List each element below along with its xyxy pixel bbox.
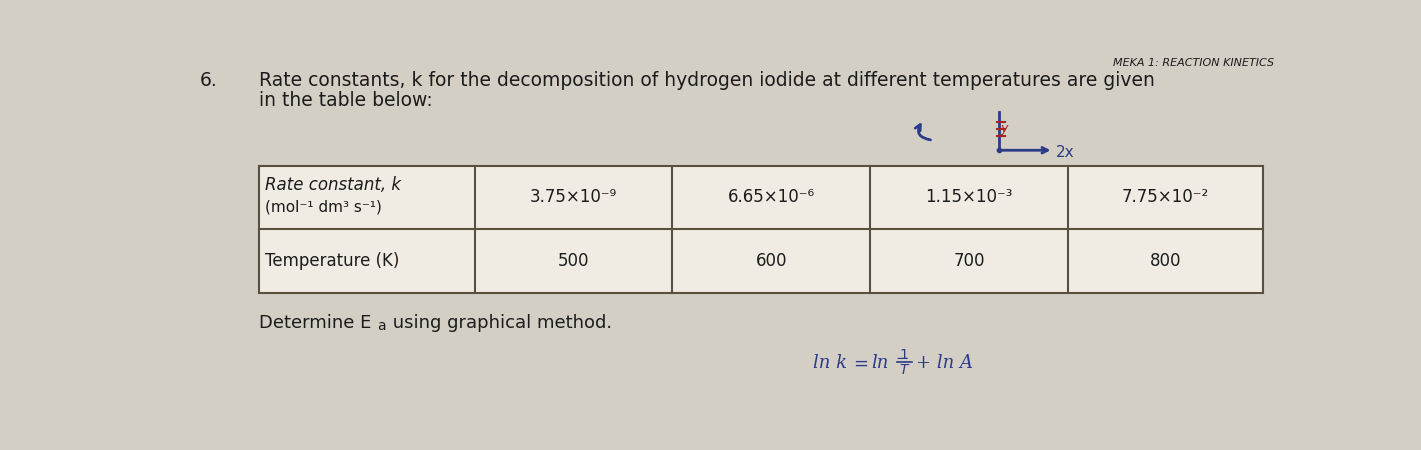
Text: Rate constants, k for the decomposition of hydrogen iodide at different temperat: Rate constants, k for the decomposition …	[259, 71, 1155, 90]
Text: + ln A: + ln A	[917, 354, 973, 372]
Text: =: =	[854, 354, 868, 372]
Text: Rate constant, k: Rate constant, k	[266, 176, 401, 194]
Text: in the table below:: in the table below:	[259, 91, 433, 110]
Text: Determine E: Determine E	[259, 314, 371, 332]
Text: −: −	[895, 351, 908, 366]
Text: a: a	[378, 319, 387, 333]
Text: 1.15×10⁻³: 1.15×10⁻³	[925, 189, 1013, 207]
Text: ln k: ln k	[813, 354, 847, 372]
Bar	[259, 166, 1263, 292]
Text: 7.75×10⁻²: 7.75×10⁻²	[1121, 189, 1209, 207]
Text: 6.: 6.	[199, 71, 217, 90]
Text: 600: 600	[756, 252, 787, 270]
Text: Temperature (K): Temperature (K)	[266, 252, 399, 270]
Text: ln: ln	[871, 354, 888, 372]
Text: (mol⁻¹ dm³ s⁻¹): (mol⁻¹ dm³ s⁻¹)	[266, 199, 382, 214]
Text: MEKA 1: REACTION KINETICS: MEKA 1: REACTION KINETICS	[1113, 58, 1275, 68]
Text: y: y	[1000, 122, 1007, 135]
Text: using graphical method.: using graphical method.	[387, 314, 612, 332]
Text: 3.75×10⁻⁹: 3.75×10⁻⁹	[530, 189, 617, 207]
Text: 700: 700	[953, 252, 985, 270]
Text: 1: 1	[899, 348, 908, 362]
Text: 500: 500	[558, 252, 590, 270]
Text: 800: 800	[1150, 252, 1181, 270]
Text: 6.65×10⁻⁶: 6.65×10⁻⁶	[728, 189, 814, 207]
Text: T: T	[899, 363, 908, 377]
Text: 2x: 2x	[1056, 145, 1074, 160]
